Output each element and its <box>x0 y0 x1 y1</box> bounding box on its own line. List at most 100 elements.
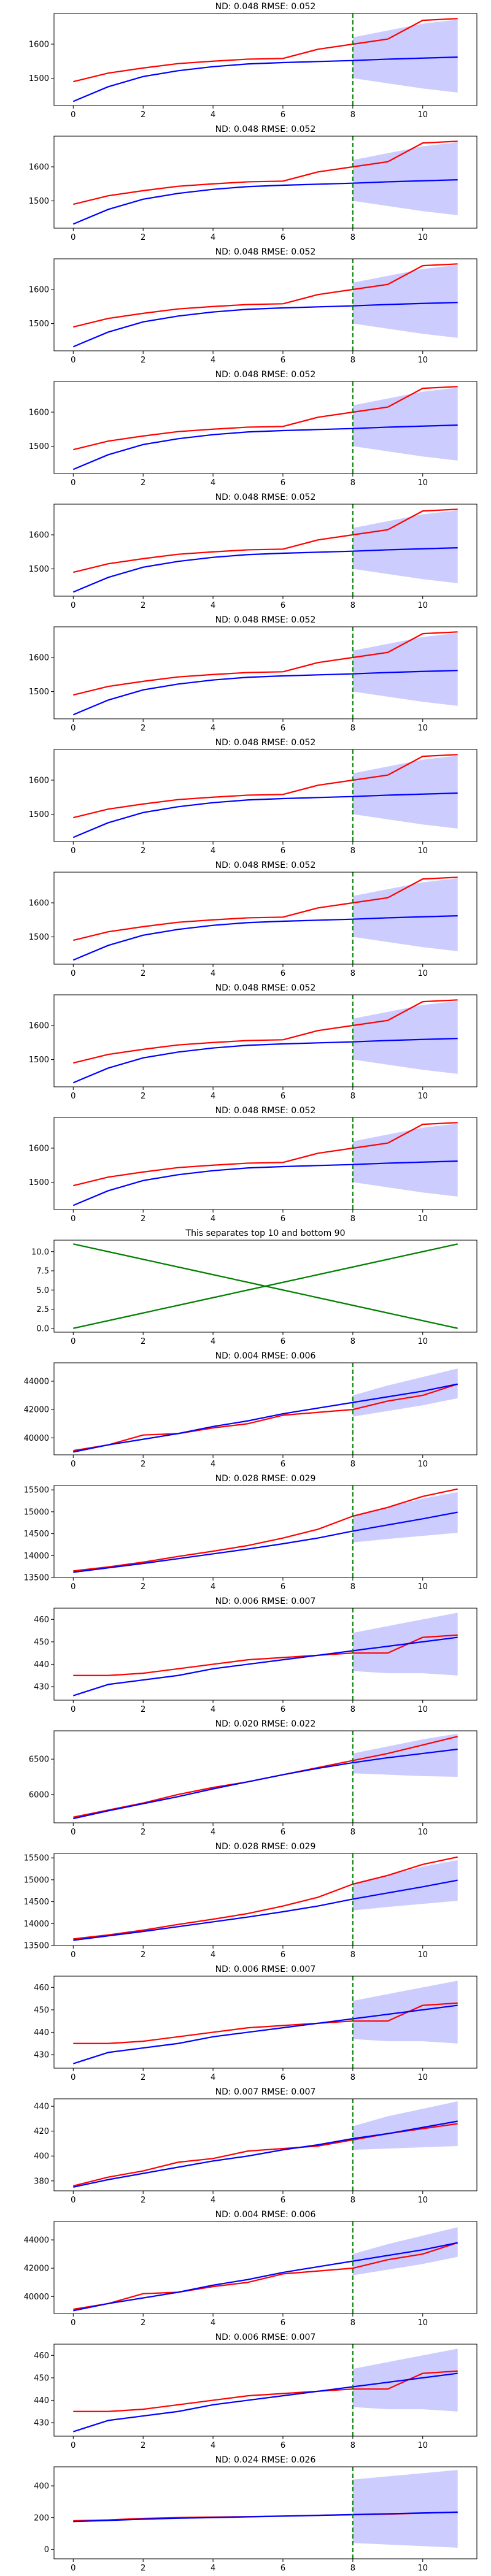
series-line-1 <box>73 1879 458 1941</box>
axes-frame <box>53 872 477 965</box>
y-tick-label: 440 <box>34 2103 49 2112</box>
y-tick-label: 450 <box>34 2006 49 2015</box>
y-tick-label: 15000 <box>24 1508 49 1517</box>
x-tick-label: 4 <box>211 1337 215 1346</box>
confidence-band <box>352 756 458 829</box>
x-tick-label: 4 <box>211 1460 215 1469</box>
axes-frame <box>53 258 477 351</box>
x-tick-label: 4 <box>211 233 215 242</box>
y-tick-label: 13500 <box>24 1574 49 1583</box>
y-tick-label: 400 <box>34 2152 49 2161</box>
axes-frame <box>53 626 477 719</box>
x-tick-label: 0 <box>71 356 75 365</box>
y-tick-label: 1600 <box>29 286 49 295</box>
confidence-band <box>352 510 458 583</box>
x-tick-label: 6 <box>280 1950 285 1960</box>
series-line-1 <box>72 1038 458 1084</box>
x-tick-label: 8 <box>350 2564 355 2573</box>
chart-panel-15: ND: 0.028 RMSE: 0.029 0 2 4 6 8 10 13500 14000 14… <box>24 1842 477 1960</box>
x-tick-label: 2 <box>141 2564 145 2573</box>
x-tick-label: 8 <box>350 1828 355 1837</box>
x-tick-label: 10 <box>417 1950 428 1960</box>
series-line-0 <box>73 754 458 819</box>
series-line-1 <box>72 2004 458 2064</box>
x-tick-label: 4 <box>211 2196 215 2205</box>
confidence-band <box>352 1001 458 1074</box>
axes-frame <box>53 2344 477 2437</box>
axes-frame <box>53 2466 477 2559</box>
y-tick-label: 15000 <box>24 1876 49 1885</box>
x-tick-label: 2 <box>141 2073 145 2082</box>
x-tick-label: 4 <box>211 478 215 488</box>
x-tick-label: 6 <box>280 1092 285 1101</box>
x-tick-label: 2 <box>141 601 145 610</box>
y-tick-label: 0.0 <box>36 1324 49 1333</box>
x-tick-label: 6 <box>280 1828 285 1837</box>
y-tick-label: 15500 <box>24 1854 49 1863</box>
confidence-band <box>352 142 458 215</box>
axes-frame <box>53 749 477 842</box>
x-tick-label: 8 <box>350 356 355 365</box>
y-tick-label: 1600 <box>29 654 49 663</box>
y-tick-label: 42000 <box>24 2264 49 2274</box>
confidence-band <box>352 265 458 338</box>
series-line-1 <box>73 2120 458 2188</box>
axes-frame <box>53 1976 477 2069</box>
x-tick-label: 2 <box>141 478 145 488</box>
x-tick-label: 8 <box>350 1705 355 1714</box>
confidence-band <box>352 1368 458 1417</box>
chart-title: ND: 0.048 RMSE: 0.052 <box>215 615 316 625</box>
x-tick-label: 0 <box>71 1828 75 1837</box>
y-tick-label: 1500 <box>29 565 49 574</box>
y-tick-label: 1600 <box>29 776 49 786</box>
x-tick-label: 6 <box>280 1214 285 1224</box>
x-tick-label: 0 <box>71 1582 75 1592</box>
confidence-band <box>352 388 458 461</box>
axes-frame <box>53 1853 477 1946</box>
y-tick-label: 1500 <box>29 74 49 83</box>
series-line-0 <box>73 2002 458 2044</box>
chart-title: ND: 0.048 RMSE: 0.052 <box>215 370 316 380</box>
x-tick-label: 4 <box>211 2318 215 2328</box>
x-tick-label: 10 <box>417 2196 428 2205</box>
x-tick-label: 2 <box>141 1705 145 1714</box>
confidence-band <box>352 1124 458 1197</box>
axes-frame <box>53 2098 477 2191</box>
y-tick-label: 1500 <box>29 442 49 451</box>
y-tick-label: 44000 <box>24 1378 49 1387</box>
y-tick-label: 44000 <box>24 2236 49 2245</box>
chart-title: ND: 0.048 RMSE: 0.052 <box>215 861 316 870</box>
x-tick-label: 2 <box>141 233 145 242</box>
y-tick-label: 460 <box>34 1984 49 1993</box>
x-tick-label: 0 <box>71 1950 75 1960</box>
y-tick-label: 450 <box>34 2374 49 2383</box>
x-tick-label: 10 <box>417 969 428 978</box>
x-tick-label: 8 <box>350 601 355 610</box>
x-tick-label: 6 <box>280 110 285 120</box>
y-tick-label: 15500 <box>24 1486 49 1495</box>
y-tick-label: 420 <box>34 2127 49 2136</box>
y-tick-label: 380 <box>34 2177 49 2186</box>
x-tick-label: 8 <box>350 724 355 733</box>
chart-panel-6: ND: 0.048 RMSE: 0.052 0 2 4 6 8 10 1500 1600 <box>29 738 477 856</box>
x-tick-label: 2 <box>141 110 145 120</box>
y-tick-label: 14500 <box>24 1530 49 1539</box>
x-tick-label: 2 <box>141 1214 145 1224</box>
chart-panel-10: This separates top 10 and bottom 90 0 2 4 6 8… <box>31 1229 477 1346</box>
chart-panel-14: ND: 0.020 RMSE: 0.022 0 2 4 6 8 10 6000 6500 <box>29 1719 477 1837</box>
x-tick-label: 4 <box>211 1828 215 1837</box>
chart-panel-0: ND: 0.048 RMSE: 0.052 0 2 4 6 8 10 1500 1600 <box>29 2 477 120</box>
y-tick-label: 430 <box>34 1683 49 1692</box>
x-tick-label: 10 <box>417 1705 428 1714</box>
confidence-band <box>352 1860 458 1911</box>
y-tick-label: 1600 <box>29 40 49 50</box>
x-tick-label: 0 <box>71 478 75 488</box>
chart-panel-3: ND: 0.048 RMSE: 0.052 0 2 4 6 8 10 1500 1600 <box>29 370 477 488</box>
x-tick-label: 0 <box>71 1460 75 1469</box>
axes-frame <box>53 1362 477 1455</box>
series-line-0 <box>73 1488 458 1572</box>
series-line-1 <box>72 179 458 225</box>
x-tick-label: 8 <box>350 478 355 488</box>
chart-title: ND: 0.048 RMSE: 0.052 <box>215 983 316 993</box>
chart-title: ND: 0.028 RMSE: 0.029 <box>215 1842 316 1852</box>
